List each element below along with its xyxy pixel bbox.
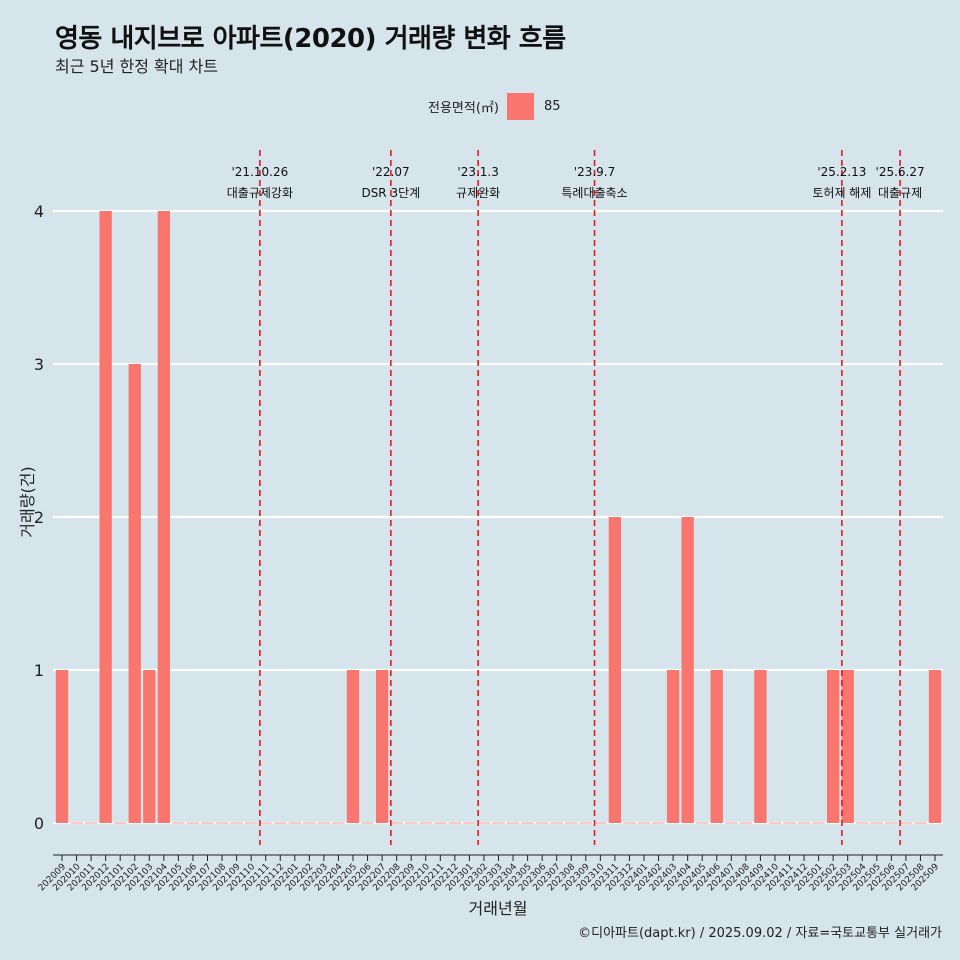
event-label: 토허제 해제 [812,186,871,200]
bar [827,670,840,823]
y-tick-label: 1 [34,661,44,680]
x-axis-title: 거래년월 [469,899,528,918]
event-label: DSR 3단계 [361,186,420,200]
bar [841,670,854,823]
bar [55,670,69,823]
bar [99,211,112,823]
y-tick-label: 3 [34,355,44,374]
event-date-label: '21.10.26 [232,165,289,179]
bar [681,517,694,823]
bar [346,670,360,823]
event-label: 특례대출축소 [561,186,627,200]
y-axis-title: 거래량(건) [18,466,37,537]
bar [608,517,622,823]
event-date-label: '23.1.3 [457,165,498,179]
event-label: 대출규제강화 [227,186,293,200]
bar [128,364,141,823]
legend-title: 전용면적(㎡) [428,101,499,116]
legend-swatch [506,93,534,120]
event-label: 대출규제 [878,186,922,200]
bar [754,670,767,823]
event-date-label: '25.6.27 [876,165,925,179]
bar [666,670,680,823]
y-tick-label: 4 [34,202,44,221]
bar [710,670,723,823]
legend-item-label: 85 [543,99,561,114]
bar [928,670,942,823]
event-date-label: '22.07 [372,165,410,179]
event-date-label: '23.9.7 [574,165,615,179]
bar [143,670,156,823]
bar [157,211,170,823]
chart-subtitle: 최근 5년 한정 확대 차트 [55,57,219,76]
caption: ©디아파트(dapt.kr) / 2025.09.02 / 자료=국토교통부 실… [578,926,942,941]
bar [375,670,389,823]
event-label: 규제완화 [456,186,500,200]
y-tick-label: 2 [34,508,44,527]
legend: 전용면적(㎡) 85 [428,93,561,120]
chart-title: 영동 내지브로 아파트(2020) 거래량 변화 흐름 [55,24,566,54]
y-tick-label: 0 [34,814,44,833]
event-date-label: '25.2.13 [817,165,866,179]
